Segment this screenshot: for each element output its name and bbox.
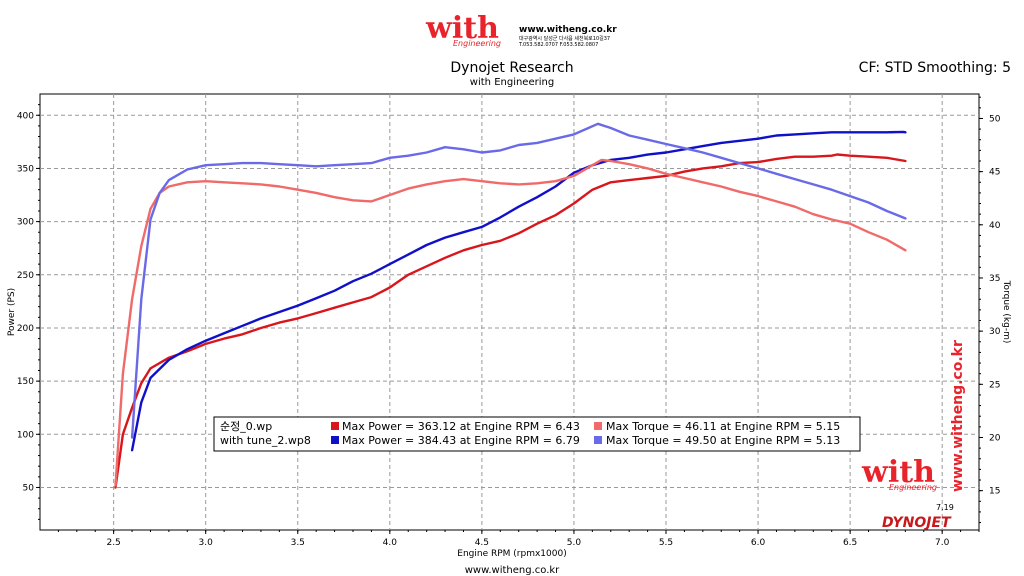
legend-swatch-torque-1 xyxy=(594,422,602,430)
dynojet-brand: DYNOJET xyxy=(882,515,952,531)
y-left-tick-label: 200 xyxy=(17,324,34,334)
header-logo-phone: T.053.582.0707 F.053.582.0807 xyxy=(518,42,598,48)
x-tick-label: 3.5 xyxy=(291,538,305,548)
header-logo: with Engineering www.witheng.co.kr 대구광역시… xyxy=(425,11,617,48)
x-tick-label: 5.5 xyxy=(659,538,673,548)
x-tick-label: 2.5 xyxy=(106,538,120,548)
legend-swatch-power-1 xyxy=(331,422,339,430)
y-right-tick-label: 25 xyxy=(989,380,1000,390)
y-left-tick-label: 350 xyxy=(17,164,34,174)
legend-torque-1: Max Torque = 46.11 at Engine RPM = 5.15 xyxy=(606,420,840,433)
y-left-tick-label: 150 xyxy=(17,377,34,387)
y-right-tick-label: 15 xyxy=(989,487,1000,497)
x-tick-label: 6.0 xyxy=(751,538,766,548)
x-tick-label: 4.5 xyxy=(475,538,489,548)
legend-file-1: 순정_0.wp xyxy=(220,420,272,433)
cf-smoothing-text: CF: STD Smoothing: 5 xyxy=(859,60,1011,76)
y-left-tick-label: 300 xyxy=(17,218,34,228)
y-axis-left-label: Power (PS) xyxy=(7,288,17,336)
header-logo-word: with xyxy=(425,11,499,46)
y-left-tick-label: 250 xyxy=(17,271,34,281)
header-logo-sub: Engineering xyxy=(453,39,501,48)
y-right-tick-label: 40 xyxy=(989,221,1001,231)
y-left-tick-label: 400 xyxy=(17,111,34,121)
x-tick-label: 4.0 xyxy=(383,538,398,548)
y-left-tick-label: 100 xyxy=(17,430,34,440)
footer-url: www.witheng.co.kr xyxy=(465,565,560,576)
legend-box xyxy=(213,416,861,452)
y-left-tick-label: 50 xyxy=(23,483,35,493)
axis-ticks: 2.5 3.0 3.5 4.0 4.5 5.0 5.5 6.0 6.5 7.0 50 100 150 20… xyxy=(17,96,1001,548)
chart-title: Dynojet Research xyxy=(450,60,573,76)
series-line-3 xyxy=(114,158,907,487)
x-tick-label: 6.5 xyxy=(843,538,857,548)
x-axis-label: Engine RPM (rpmx1000) xyxy=(457,549,566,559)
x-tick-label: 5.0 xyxy=(567,538,582,548)
watermark-vertical-url: www.witheng.co.kr xyxy=(950,340,966,492)
series-line-4 xyxy=(130,122,907,439)
y-right-tick-label: 50 xyxy=(989,114,1001,124)
series xyxy=(114,122,907,489)
series-line-2 xyxy=(130,130,907,452)
header-logo-url: www.witheng.co.kr xyxy=(519,25,617,35)
legend-torque-2: Max Torque = 49.50 at Engine RPM = 5.13 xyxy=(606,434,840,447)
legend-swatch-power-2 xyxy=(331,436,339,444)
y-right-tick-label: 35 xyxy=(989,274,1000,284)
y-axis-right-label: Torque (kg-m) xyxy=(1001,280,1011,344)
watermark-logo-sub: Engineering xyxy=(889,483,937,492)
series-line-1 xyxy=(114,153,907,489)
watermark: with Engineering www.witheng.co.kr 7.19 … xyxy=(861,340,966,531)
legend-file-2: with tune_2.wp8 xyxy=(220,434,311,447)
y-right-tick-label: 20 xyxy=(989,433,1001,443)
y-right-tick-label: 30 xyxy=(989,327,1001,337)
legend-power-2: Max Power = 384.43 at Engine RPM = 6.79 xyxy=(342,434,580,447)
y-right-tick-label: 45 xyxy=(989,168,1000,178)
plot-area xyxy=(39,93,980,531)
x-tick-label: 3.0 xyxy=(199,538,214,548)
chart-subtitle: with Engineering xyxy=(470,77,554,88)
x-tick-label: 7.0 xyxy=(935,538,950,548)
legend-swatch-torque-2 xyxy=(594,436,602,444)
version-label: 7.19 xyxy=(936,503,954,512)
legend: 순정_0.wp with tune_2.wp8 Max Power = 363.… xyxy=(213,416,861,452)
legend-power-1: Max Power = 363.12 at Engine RPM = 6.43 xyxy=(342,420,580,433)
watermark-logo-word: with xyxy=(861,455,935,490)
header-logo-address: 대구광역시 달성군 다사읍 세천북로10길37 xyxy=(519,35,610,42)
